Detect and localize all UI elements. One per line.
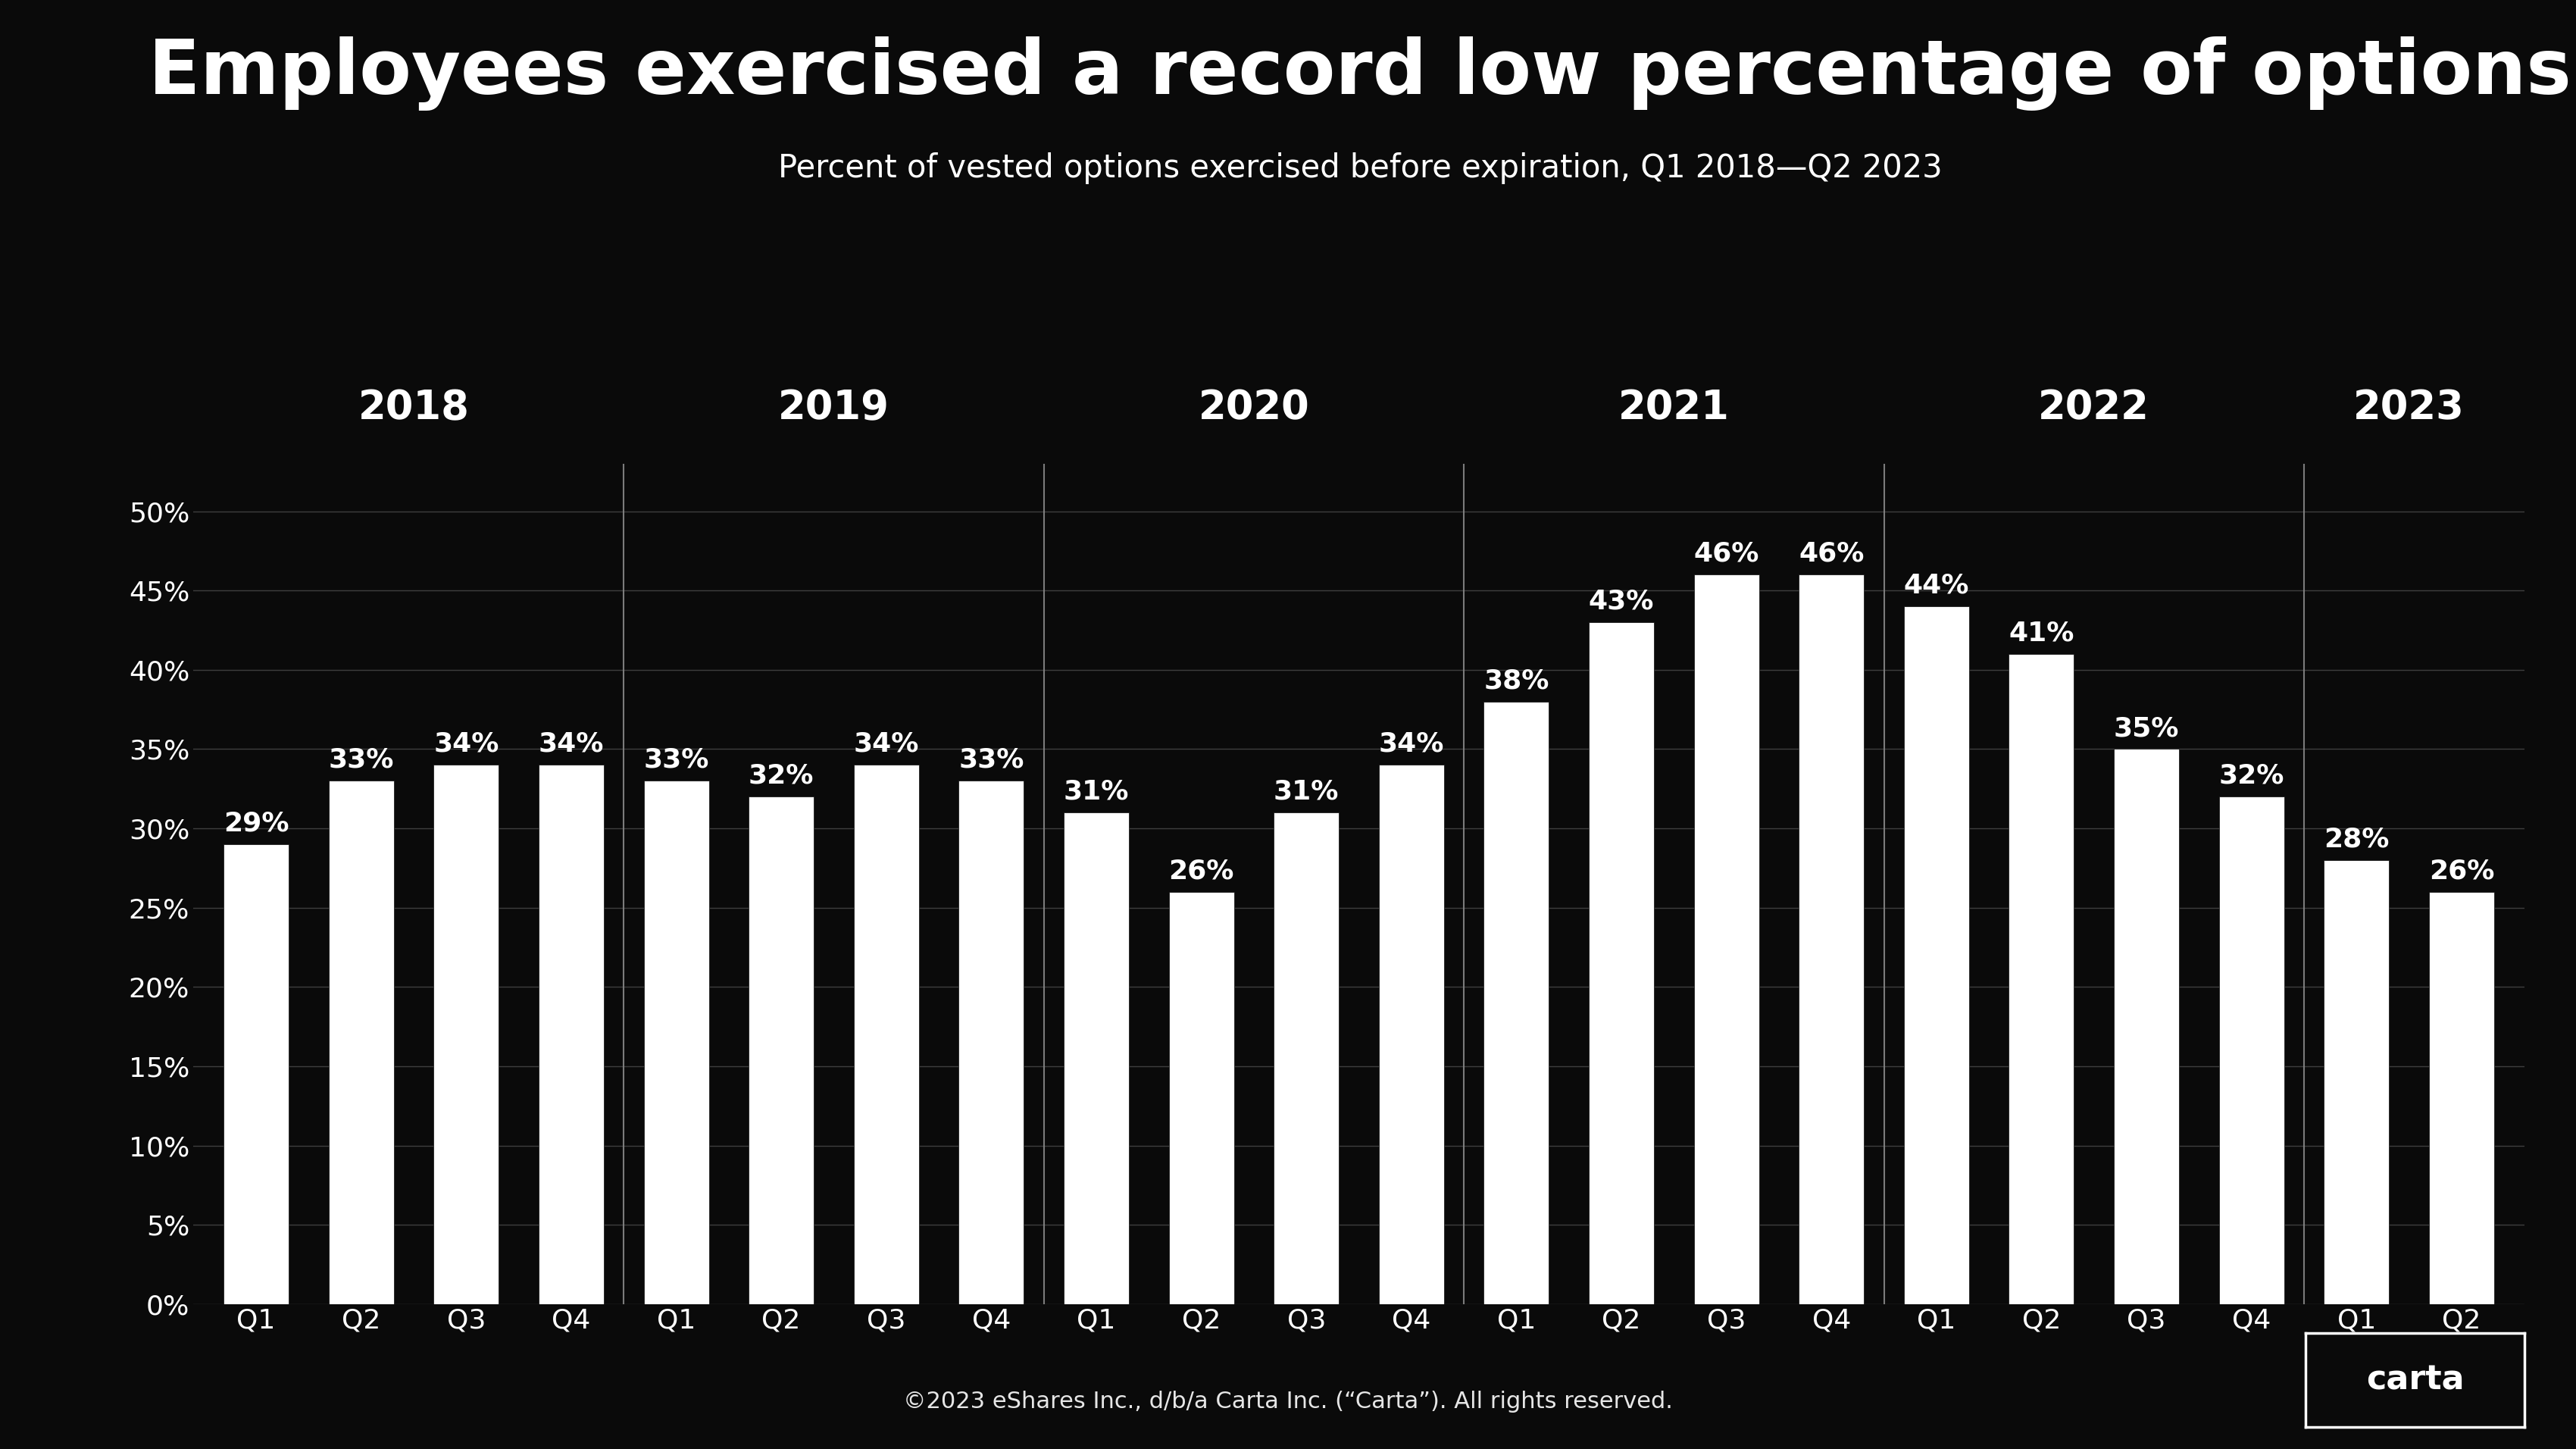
Bar	[1273, 813, 1340, 1304]
Text: 2018: 2018	[358, 388, 469, 427]
Bar	[2009, 653, 2074, 1304]
Text: 2021: 2021	[1618, 388, 1728, 427]
Text: 34%: 34%	[853, 732, 920, 756]
Text: carta: carta	[2365, 1364, 2465, 1397]
Text: 26%: 26%	[1170, 858, 1234, 884]
Text: 46%: 46%	[1798, 540, 1865, 567]
Text: 2019: 2019	[778, 388, 889, 427]
Text: 33%: 33%	[958, 748, 1025, 772]
Bar	[644, 781, 708, 1304]
Bar	[1064, 813, 1128, 1304]
Bar	[538, 765, 603, 1304]
Bar	[1798, 575, 1865, 1304]
Text: 29%: 29%	[224, 810, 289, 836]
Text: 2022: 2022	[2038, 388, 2148, 427]
Bar	[433, 765, 500, 1304]
Text: 31%: 31%	[1064, 780, 1128, 804]
Bar	[2115, 749, 2179, 1304]
Bar	[330, 781, 394, 1304]
Text: 32%: 32%	[750, 764, 814, 788]
Text: 41%: 41%	[2009, 620, 2074, 646]
Bar	[2324, 861, 2388, 1304]
Text: 34%: 34%	[538, 732, 603, 756]
Bar	[1695, 575, 1759, 1304]
Bar	[1170, 891, 1234, 1304]
Bar	[750, 797, 814, 1304]
Text: Employees exercised a record low percentage of options: Employees exercised a record low percent…	[149, 36, 2571, 110]
Text: 32%: 32%	[2218, 764, 2285, 788]
Text: 31%: 31%	[1273, 780, 1340, 804]
Bar	[1589, 622, 1654, 1304]
Text: 26%: 26%	[2429, 858, 2494, 884]
Bar	[224, 845, 289, 1304]
Text: 34%: 34%	[1378, 732, 1445, 756]
Bar	[853, 765, 920, 1304]
Bar	[1378, 765, 1445, 1304]
Text: 33%: 33%	[330, 748, 394, 772]
Bar	[2218, 797, 2285, 1304]
Text: 2020: 2020	[1198, 388, 1309, 427]
Text: 34%: 34%	[433, 732, 500, 756]
Text: 28%: 28%	[2324, 826, 2388, 852]
Text: 2023: 2023	[2354, 388, 2465, 427]
Bar	[1484, 701, 1548, 1304]
Text: 43%: 43%	[1589, 588, 1654, 614]
Text: 35%: 35%	[2115, 716, 2179, 742]
Bar	[1904, 606, 1968, 1304]
Text: 46%: 46%	[1692, 540, 1759, 567]
Bar	[2429, 891, 2494, 1304]
Text: 38%: 38%	[1484, 668, 1548, 694]
Bar	[958, 781, 1023, 1304]
Text: ©2023 eShares Inc., d/b/a Carta Inc. (“Carta”). All rights reserved.: ©2023 eShares Inc., d/b/a Carta Inc. (“C…	[904, 1391, 1672, 1413]
Text: 33%: 33%	[644, 748, 708, 772]
Text: 44%: 44%	[1904, 572, 1968, 598]
Text: Percent of vested options exercised before expiration, Q1 2018—Q2 2023: Percent of vested options exercised befo…	[778, 152, 1942, 184]
